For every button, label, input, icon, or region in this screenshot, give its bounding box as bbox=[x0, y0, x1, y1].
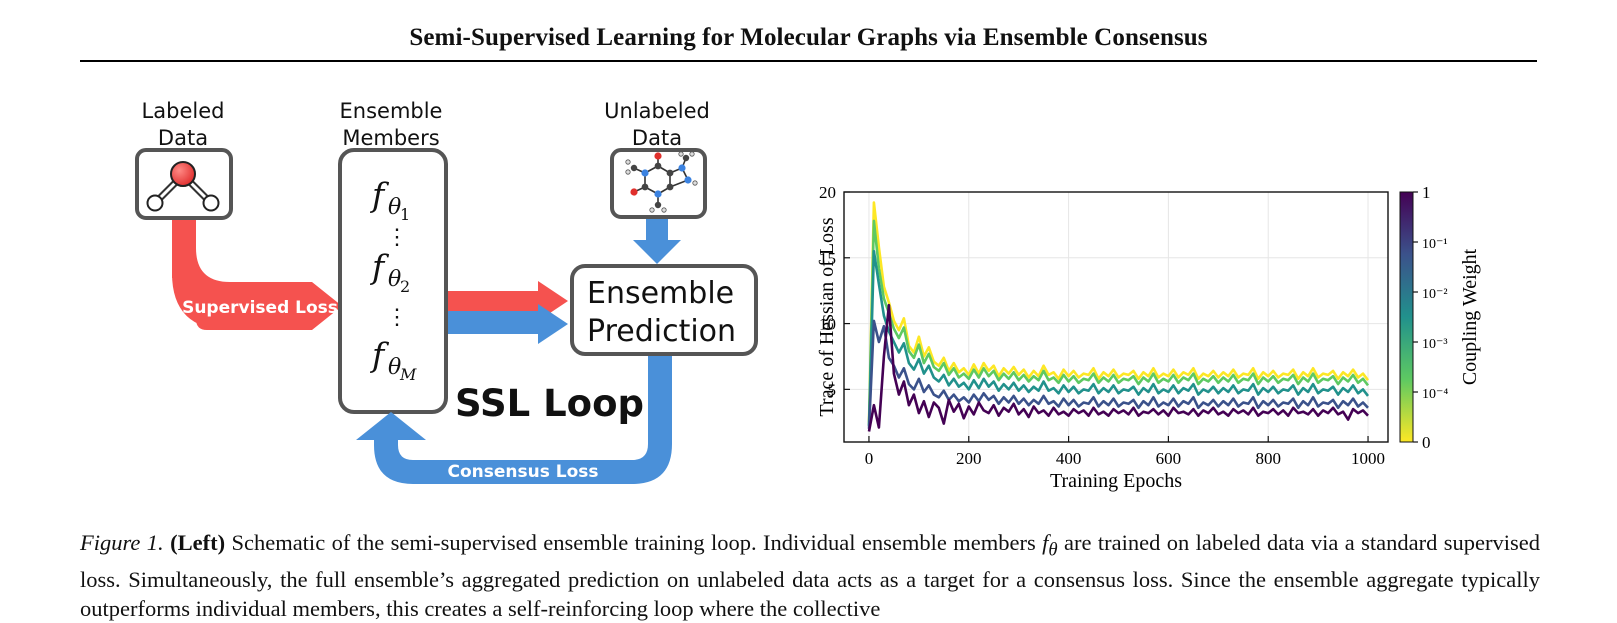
x-tick-label: 1000 bbox=[1351, 449, 1385, 468]
vdots-1: ⋮ bbox=[386, 225, 408, 250]
paper-title: Semi-Supervised Learning for Molecular G… bbox=[409, 24, 1208, 51]
caffeine-molecule-icon bbox=[625, 151, 698, 213]
chart-series bbox=[867, 201, 1370, 432]
caption-symbol-f: f bbox=[1042, 530, 1049, 555]
svg-text:θ: θ bbox=[388, 195, 401, 220]
series-line-1 bbox=[867, 219, 1370, 425]
colorbar-label: Coupling Weight bbox=[1459, 248, 1481, 385]
colorbar-tick-label: 0 bbox=[1422, 433, 1431, 452]
consensus-loss-loop bbox=[356, 356, 672, 484]
figure-caption: Figure 1. (Left) Schematic of the semi-s… bbox=[80, 528, 1540, 623]
colorbar-tick-label: 1 bbox=[1422, 183, 1431, 202]
series-line-3 bbox=[867, 319, 1369, 429]
y-axis-label: Trace of Hessian of Loss bbox=[816, 217, 838, 416]
ensemble-prediction-label-line2: Prediction bbox=[587, 314, 736, 349]
series-line-2 bbox=[867, 249, 1370, 427]
colorbar-tick-label: 10⁻³ bbox=[1422, 337, 1448, 352]
colorbar bbox=[1399, 191, 1414, 443]
svg-text:θ: θ bbox=[388, 355, 401, 380]
vdots-2: ⋮ bbox=[386, 305, 408, 330]
x-axis-ticks: 0 200 400 600 800 1000 bbox=[865, 436, 1385, 468]
ensemble-members-label-line2: Members bbox=[342, 126, 439, 150]
series-line-4 bbox=[867, 303, 1369, 432]
caption-left-label: (Left) bbox=[170, 530, 226, 555]
svg-text:1: 1 bbox=[400, 205, 410, 224]
supervised-loss-arrow-curve bbox=[172, 248, 312, 330]
svg-text:θ: θ bbox=[388, 267, 401, 292]
plot-frame bbox=[843, 191, 1389, 443]
ensemble-prediction-label-line1: Ensemble bbox=[587, 276, 734, 311]
colorbar-tick-label: 10⁻² bbox=[1422, 287, 1448, 302]
svg-text:2: 2 bbox=[400, 277, 410, 296]
y-tick-label: 5 bbox=[828, 380, 837, 399]
x-tick-label: 200 bbox=[956, 449, 982, 468]
figure-label: Figure 1. bbox=[80, 530, 164, 555]
y-tick-label: 10 bbox=[819, 315, 836, 334]
svg-text:M: M bbox=[399, 365, 417, 384]
schematic-diagram: Labeled Data Ensemble Members Unlabeled … bbox=[135, 99, 758, 484]
consensus-loss-label: Consensus Loss bbox=[447, 462, 598, 482]
colorbar-tick-label: 10⁻⁴ bbox=[1422, 387, 1448, 402]
caption-symbol-theta: θ bbox=[1048, 539, 1058, 561]
ensemble-prediction-box bbox=[570, 264, 758, 356]
y-tick-label: 20 bbox=[819, 183, 836, 202]
supervised-loss-arrow-body bbox=[172, 218, 196, 278]
x-tick-label: 400 bbox=[1056, 449, 1082, 468]
colorbar-tick-label: 10⁻¹ bbox=[1422, 237, 1448, 252]
x-tick-label: 800 bbox=[1255, 449, 1281, 468]
y-tick-label: 15 bbox=[819, 249, 836, 268]
y-axis-ticks: 5 10 15 20 bbox=[819, 183, 850, 399]
water-molecule-icon bbox=[146, 161, 220, 212]
member-to-prediction-blue-arrow bbox=[447, 304, 568, 344]
unlabeled-to-prediction-arrow bbox=[633, 218, 681, 264]
labeled-data-label-line1: Labeled bbox=[142, 99, 225, 123]
colorbar-ticks: 1 10⁻¹ 10⁻² 10⁻³ 10⁻⁴ 0 bbox=[1413, 183, 1448, 452]
title-rule bbox=[80, 60, 1537, 62]
labeled-data-label-line2: Data bbox=[158, 126, 208, 150]
x-tick-label: 0 bbox=[865, 449, 874, 468]
ensemble-members-box bbox=[338, 148, 448, 414]
unlabeled-data-label-line2: Data bbox=[632, 126, 682, 150]
caption-text-1: Schematic of the semi-supervised ensembl… bbox=[225, 530, 1043, 555]
x-axis-label: Training Epochs bbox=[1050, 470, 1182, 492]
supervised-loss-label: Supervised Loss bbox=[182, 298, 338, 318]
series-line-0 bbox=[867, 201, 1370, 423]
ensemble-members-label-line1: Ensemble bbox=[340, 99, 443, 123]
ssl-loop-label: SSL Loop bbox=[455, 382, 644, 425]
x-tick-label: 600 bbox=[1156, 449, 1182, 468]
unlabeled-data-label-line1: Unlabeled bbox=[604, 99, 710, 123]
